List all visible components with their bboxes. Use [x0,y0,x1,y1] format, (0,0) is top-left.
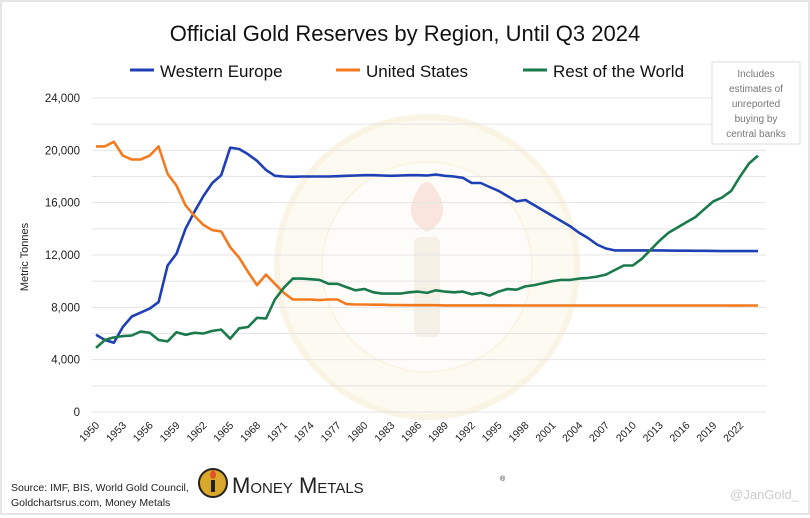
x-tick-label: 2019 [694,420,719,445]
series-line-rest-of-the-world [95,154,759,349]
legend-item: Western Europe [130,62,283,81]
x-tick-label: 2022 [721,420,746,445]
legend-label: Western Europe [160,62,283,81]
x-axis-ticks: 1950 1953 1956 1959 1962 1965 1968 1971 1974 1977… [77,420,746,445]
y-axis-ticks: 0 4,000 8,000 12,000 16,000 20,000 24,000 [45,93,80,419]
x-tick-label: 1986 [399,420,424,445]
x-tick-label: 1989 [426,420,451,445]
x-tick-label: 1962 [184,420,209,445]
x-tick-label: 1950 [77,420,102,445]
annotation-line: estimates of [729,84,783,95]
x-tick-label: 1980 [345,420,370,445]
annotation-line: buying by [735,114,778,125]
legend-item: Rest of the World [523,62,684,81]
x-tick-label: 2007 [587,420,612,445]
money-metals-logo: Money Metals ® [198,468,506,498]
gridlines [92,97,766,413]
annotation-line: Includes [737,69,774,80]
x-tick-label: 1953 [104,420,129,445]
x-tick-label: 2013 [641,420,666,445]
y-tick-label: 24,000 [45,93,80,105]
x-tick-label: 2001 [533,420,558,445]
logo-registered-mark: ® [500,475,506,483]
annotation-box: Includes estimates of unreported buying … [711,61,801,145]
source-line: Goldchartsrus.com, Money Metals [11,497,170,509]
x-tick-label: 1971 [265,420,290,445]
series-line-united-states [96,140,758,307]
x-tick-label: 1965 [211,420,236,445]
x-tick-label: 1968 [238,420,263,445]
y-tick-label: 16,000 [45,198,80,210]
x-tick-label: 2004 [560,420,585,445]
x-tick-label: 1974 [292,420,317,445]
series-line-western-europe [95,146,758,345]
y-tick-label: 8,000 [51,302,80,314]
annotation-line: central banks [726,129,785,140]
x-tick-label: 1983 [372,420,397,445]
chart-title: Official Gold Reserves by Region, Until … [170,21,640,46]
watermark [274,114,580,420]
x-tick-label: 1992 [453,420,478,445]
x-tick-label: 1998 [507,420,532,445]
legend-label: United States [366,62,468,81]
series-lines [95,140,759,349]
author-handle: @JanGold_ [730,487,800,502]
legend-item: United States [336,62,468,81]
source-line: Source: IMF, BIS, World Gold Council, [11,482,189,494]
y-tick-label: 20,000 [45,145,80,157]
annotation-line: unreported [732,99,780,110]
legend-label: Rest of the World [553,62,684,81]
logo-text: Money Metals [232,473,364,498]
y-tick-label: 12,000 [45,250,80,262]
x-tick-label: 1995 [480,420,505,445]
x-tick-label: 1959 [158,420,183,445]
y-axis-label: Metric Tonnes [19,222,31,291]
legend: Western Europe United States Rest of the W… [130,62,684,81]
y-tick-label: 0 [74,407,80,419]
x-tick-label: 1956 [131,420,156,445]
x-tick-label: 2016 [668,420,693,445]
x-tick-label: 1977 [319,420,344,445]
y-tick-label: 4,000 [51,355,80,367]
x-tick-label: 2010 [614,420,639,445]
